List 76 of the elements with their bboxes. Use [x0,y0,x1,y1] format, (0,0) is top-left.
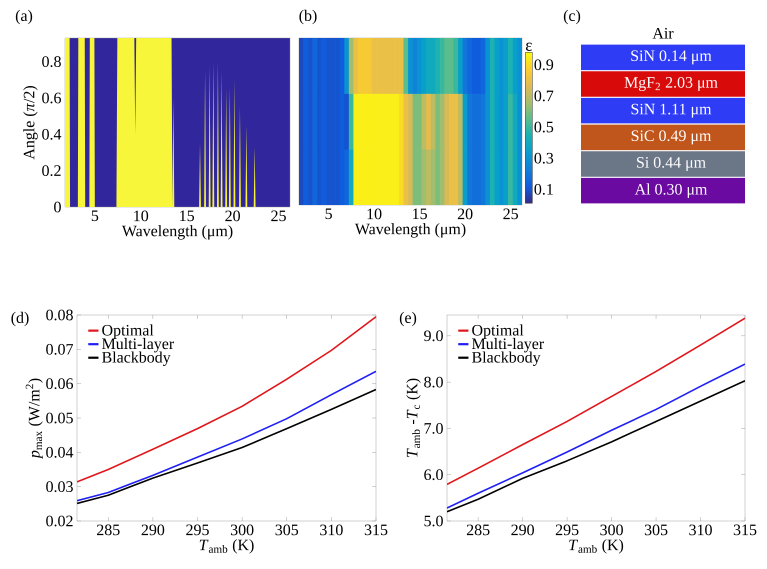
y-tick-label: 0.2 [42,165,61,176]
legend-label: Optimal [472,324,524,339]
text: Air [652,28,674,38]
x-axis-title: Wavelength (μm) [122,225,232,240]
legend-label: Optimal [102,324,154,339]
x-tick-label: 10 [368,208,382,220]
category-label: SiN 1.11 μm [632,104,712,118]
color-bar-label: 0.5 [534,122,554,132]
y-tick-label: 0.05 [46,412,73,424]
line-series [77,370,376,502]
text: (c) [564,10,580,24]
x-tick-label: 305 [276,524,298,536]
y-tick-label: 7.0 [424,423,443,434]
color-bar-label: 0.9 [534,59,554,70]
y-tick-label: 0.08 [46,310,73,320]
x-axis-title: T$_{amb}$ (K) [569,539,624,554]
category-label: MgF$_{2}$ 2.03 μm [624,76,718,92]
x-tick-label: 310 [320,524,343,536]
color-bar-label: 0.1 [534,184,553,195]
legend-label: Multi-layer [472,338,544,352]
x-axis-title: T$_{amb}$ (K) [200,539,254,554]
category-label: Al 0.30 μm [634,183,708,198]
y-tick-label: 5.0 [424,516,443,526]
y-tick-label: 9.0 [424,330,443,342]
color-bar-label: 0.3 [534,152,554,164]
y-tick-label: 6.0 [424,469,443,480]
category-label: Si 0.44 μm [637,157,706,171]
x-tick-label: 295 [186,524,209,536]
x-tick-label: 295 [556,524,578,536]
y-axis-title: Angle (π/2) [23,86,38,160]
x-axis-title: Wavelength (μm) [354,223,466,238]
chart-title: (e) [400,312,416,326]
y-axis-title: p$_{max}$ (W/m$^{2}$) [26,378,43,460]
x-tick-label: 15 [180,210,194,222]
x-tick-label: 15 [413,208,427,220]
legend-label: Blackbody [472,351,541,366]
category-label: SiC 0.49 μm [632,130,712,144]
x-tick-label: 20 [458,208,472,220]
legend-label: Blackbody [102,351,171,366]
x-tick-label: 20 [225,210,240,222]
x-tick-label: 25 [503,208,518,220]
x-tick-label: 5 [92,210,98,222]
x-tick-label: 300 [230,524,254,536]
legend-label: Multi-layer [102,338,174,352]
y-tick-label: 0.8 [42,56,61,68]
x-tick-label: 305 [644,524,668,536]
chart-title: (b) [299,10,317,24]
line-series [77,388,376,504]
x-tick-label: 315 [364,524,388,536]
line-series [77,316,376,483]
color-bar-title: ε [526,42,532,51]
chart-title: (a) [16,10,32,24]
x-tick-label: 290 [142,524,164,536]
color-bar-label: 0.7 [534,90,554,102]
chart-title: (d) [11,312,29,326]
x-tick-label: 300 [600,524,623,536]
category-label: SiN 0.14 μm [631,50,712,64]
x-tick-label: 10 [134,210,148,222]
y-tick-label: 0.03 [46,481,73,492]
y-tick-label: 0.6 [42,92,62,104]
x-tick-label: 315 [734,524,756,536]
x-tick-label: 290 [511,524,534,536]
x-tick-label: 310 [689,524,712,536]
y-tick-label: 0.07 [46,344,74,355]
y-tick-label: 0.06 [46,378,74,390]
x-tick-label: 285 [466,524,490,536]
y-tick-label: 0 [54,202,61,212]
y-tick-label: 0.02 [46,516,73,526]
y-tick-label: 0.4 [42,128,62,140]
x-tick-label: 5 [326,208,332,220]
line-series [447,317,746,486]
x-tick-label: 25 [271,210,286,222]
x-tick-label: 285 [96,524,120,536]
y-tick-label: 8.0 [424,376,443,388]
y-axis-title: T$_{amb}$ -T$_{c}$ (K) [406,378,421,458]
y-tick-label: 0.04 [46,446,74,458]
